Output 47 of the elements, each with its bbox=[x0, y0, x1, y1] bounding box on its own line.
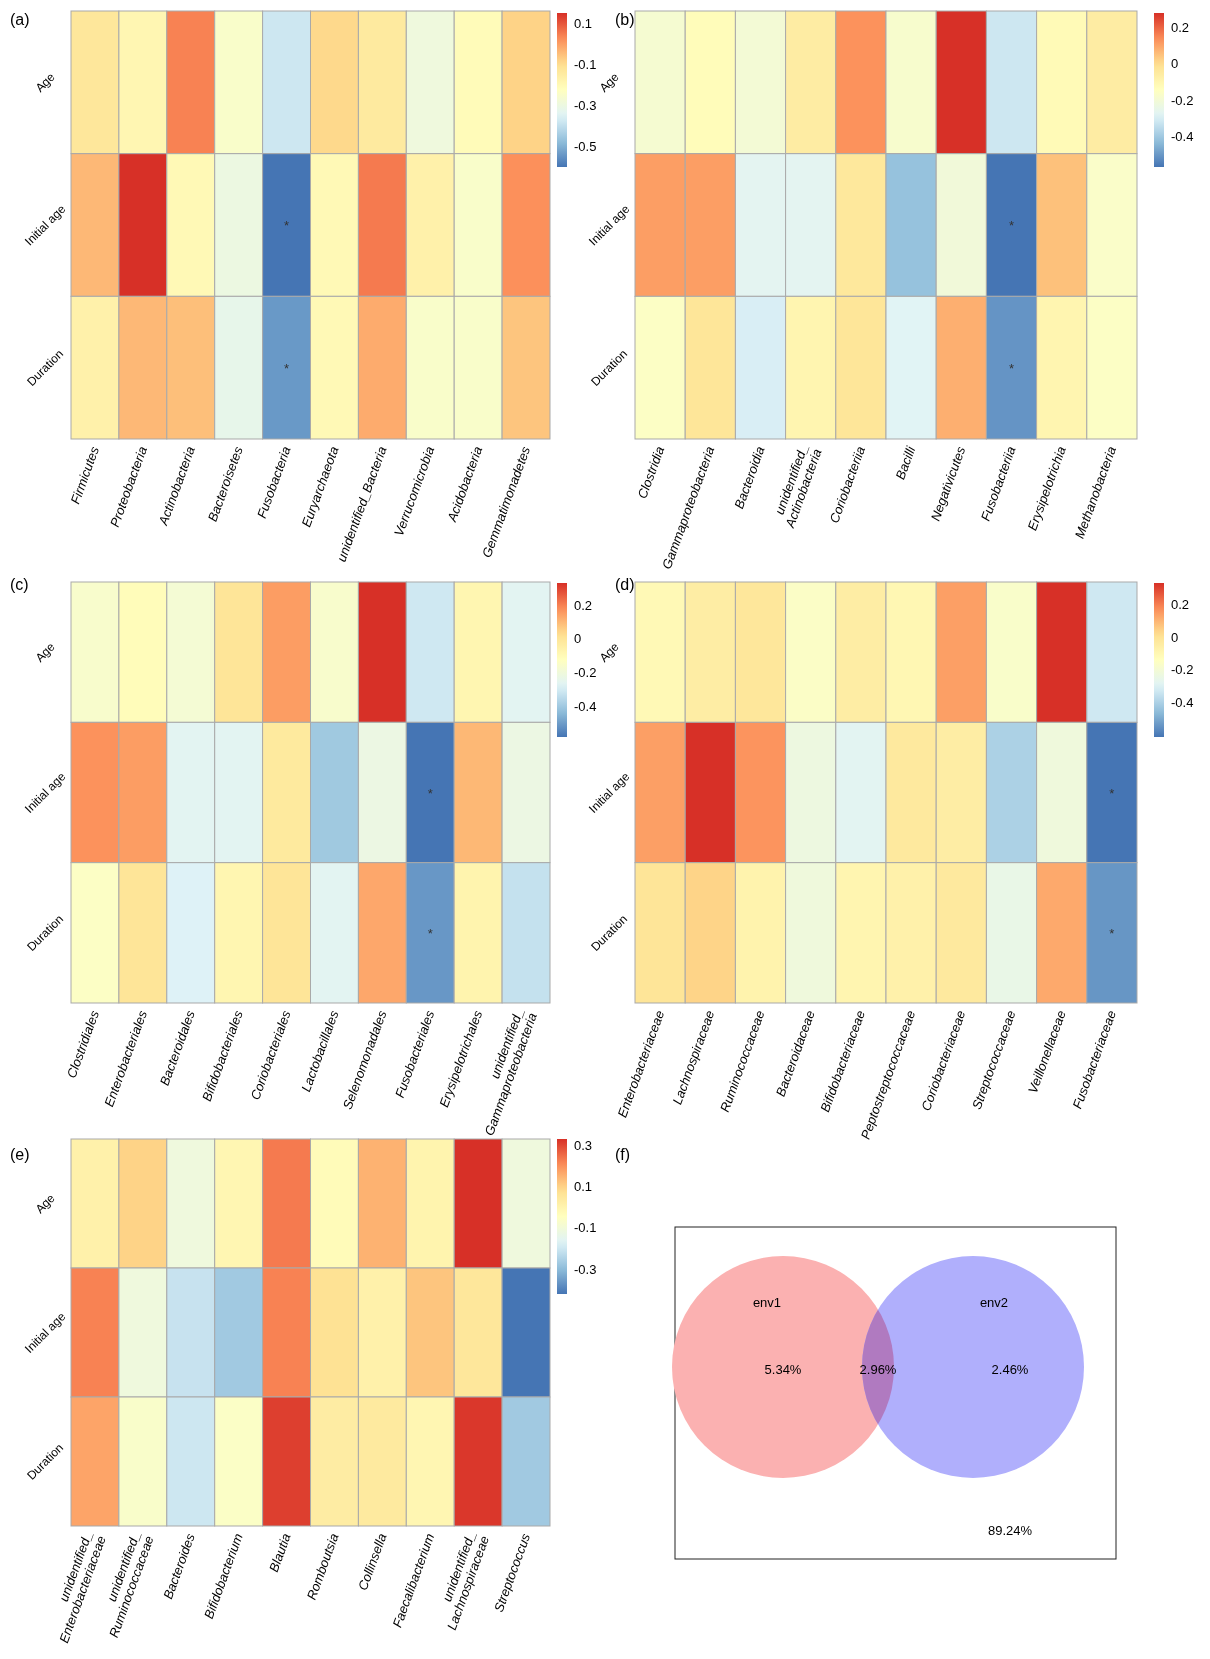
color-bar-label: 0 bbox=[574, 631, 582, 647]
text: 89.24% bbox=[987, 1522, 1033, 1538]
color-bar-label: 0.1 bbox=[574, 1179, 593, 1195]
color-bar-label: -0.3 bbox=[574, 97, 597, 113]
data-label: * bbox=[427, 925, 433, 941]
data-label: * bbox=[284, 218, 290, 233]
chart-title: (d) bbox=[615, 576, 635, 593]
data-label: * bbox=[427, 785, 433, 801]
color-bar-label: -0.4 bbox=[1171, 695, 1194, 711]
data-label: * bbox=[1109, 925, 1115, 941]
y-tick-label: Age bbox=[596, 639, 622, 665]
color-bar-label: -0.2 bbox=[574, 665, 597, 681]
chart-title: (e) bbox=[10, 1146, 30, 1163]
color-bar-label: 0 bbox=[1171, 629, 1179, 645]
color-bar-label: -0.1 bbox=[574, 1220, 597, 1236]
color-bar-label: 0.3 bbox=[574, 1137, 593, 1153]
text: 2.96% bbox=[859, 1361, 897, 1377]
category-label: env1 bbox=[752, 1295, 782, 1310]
text: 5.34% bbox=[764, 1361, 802, 1377]
x-tick-label: Bacilli bbox=[892, 443, 919, 482]
text: 2.46% bbox=[991, 1361, 1029, 1377]
y-tick-label: Age bbox=[32, 1190, 58, 1217]
y-tick-label: Age bbox=[32, 69, 58, 95]
color-bar-label: 0 bbox=[1171, 56, 1179, 72]
color-bar-label: 0.2 bbox=[1171, 20, 1190, 36]
chart-title: (b) bbox=[615, 11, 635, 28]
y-tick-label: Age bbox=[596, 69, 622, 95]
data-label: * bbox=[1008, 360, 1015, 376]
data-label: * bbox=[284, 360, 290, 376]
x-tick-label: Blautia bbox=[265, 1531, 294, 1574]
color-bar-label: -0.3 bbox=[574, 1261, 597, 1277]
color-bar-label: -0.5 bbox=[574, 139, 597, 155]
color-bar-label: -0.2 bbox=[1171, 92, 1194, 108]
color-bar-label: 0.2 bbox=[1171, 596, 1190, 612]
color-bar-label: -0.2 bbox=[1171, 662, 1194, 678]
chart-title: (a) bbox=[10, 11, 30, 28]
color-bar-label: -0.4 bbox=[574, 699, 597, 715]
text: (f) bbox=[615, 1146, 631, 1163]
data-label: * bbox=[1008, 218, 1015, 233]
color-bar-label: 0.1 bbox=[574, 15, 593, 31]
color-bar-label: -0.1 bbox=[574, 56, 597, 72]
y-tick-label: Age bbox=[32, 639, 58, 665]
data-label: * bbox=[1109, 785, 1115, 801]
category-label: env2 bbox=[979, 1295, 1009, 1310]
color-bar-label: -0.4 bbox=[1171, 128, 1194, 144]
color-bar-label: 0.2 bbox=[574, 597, 593, 613]
chart-title: (c) bbox=[10, 576, 29, 593]
